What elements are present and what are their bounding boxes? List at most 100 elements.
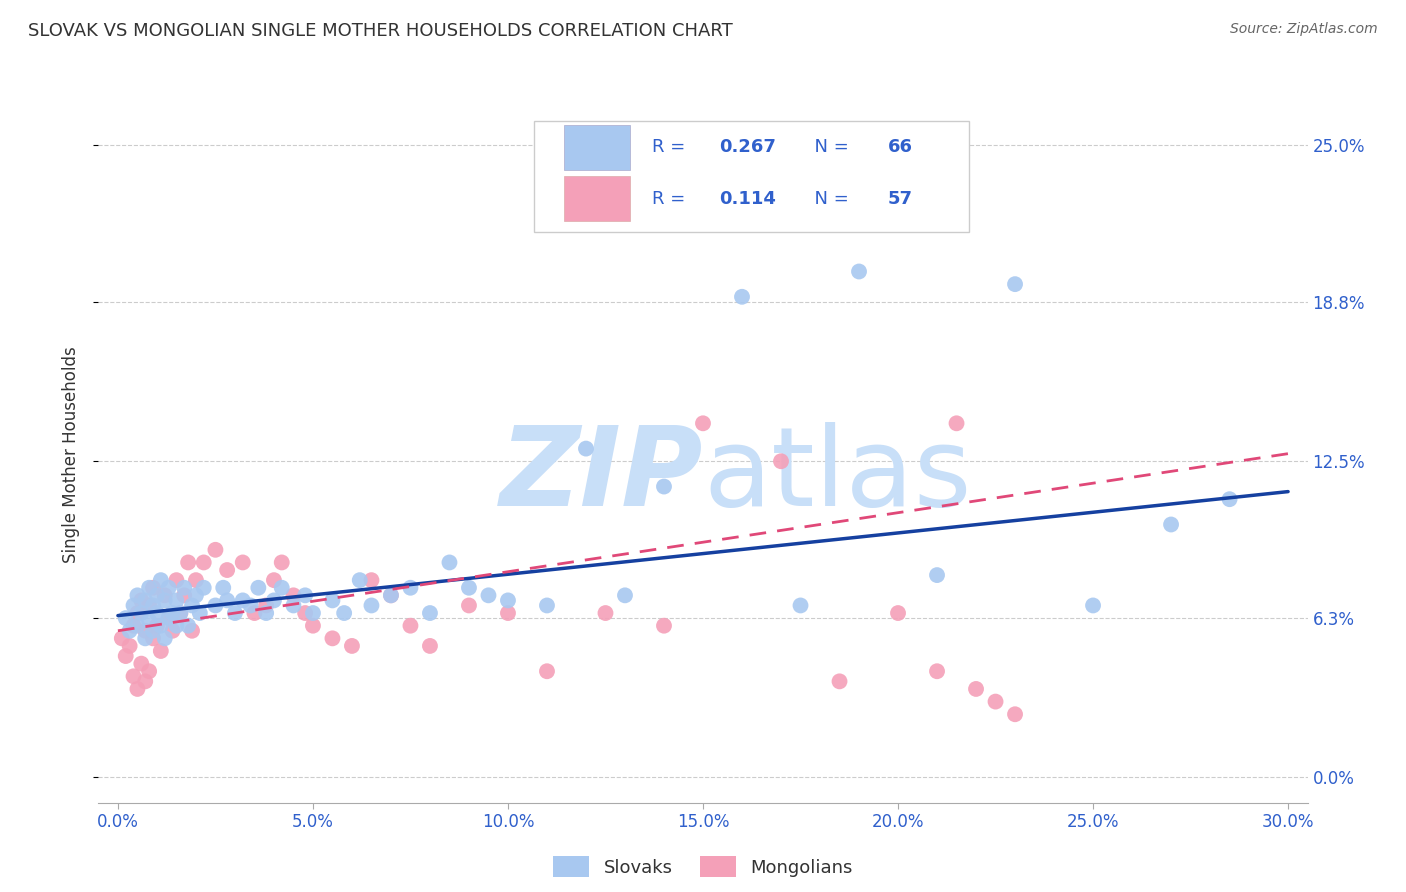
Point bbox=[134, 674, 156, 689]
Point bbox=[134, 632, 156, 646]
Point bbox=[212, 581, 235, 595]
Point bbox=[1004, 277, 1026, 292]
Point bbox=[131, 593, 153, 607]
Point bbox=[731, 290, 754, 304]
Point bbox=[127, 606, 149, 620]
FancyBboxPatch shape bbox=[534, 121, 969, 232]
Point bbox=[340, 639, 363, 653]
Point bbox=[138, 614, 160, 628]
Point bbox=[270, 556, 292, 570]
Point bbox=[173, 588, 195, 602]
Point bbox=[769, 454, 792, 468]
Point bbox=[828, 674, 851, 689]
Point bbox=[789, 599, 811, 613]
Point bbox=[169, 606, 191, 620]
Point bbox=[399, 618, 422, 632]
Point bbox=[131, 606, 153, 620]
Point bbox=[149, 644, 172, 658]
Text: N =: N = bbox=[803, 138, 855, 156]
Text: R =: R = bbox=[652, 189, 692, 208]
Text: 57: 57 bbox=[889, 189, 912, 208]
Point bbox=[173, 581, 195, 595]
Point bbox=[149, 573, 172, 587]
Point bbox=[162, 606, 184, 620]
FancyBboxPatch shape bbox=[564, 176, 630, 221]
Point bbox=[177, 618, 200, 632]
Point bbox=[169, 606, 191, 620]
Point bbox=[118, 624, 141, 638]
Point bbox=[1004, 707, 1026, 722]
Point bbox=[111, 632, 134, 646]
Point bbox=[302, 606, 325, 620]
Point bbox=[157, 611, 180, 625]
Point bbox=[283, 588, 305, 602]
Point bbox=[652, 618, 675, 632]
Point bbox=[184, 573, 207, 587]
Point bbox=[157, 581, 180, 595]
Point bbox=[181, 624, 204, 638]
Point bbox=[1160, 517, 1182, 532]
Text: R =: R = bbox=[652, 138, 692, 156]
Point bbox=[848, 264, 870, 278]
Point bbox=[263, 593, 285, 607]
Point bbox=[127, 681, 149, 696]
Point bbox=[153, 632, 176, 646]
Point bbox=[149, 618, 172, 632]
Point bbox=[138, 665, 160, 679]
Point bbox=[142, 581, 165, 595]
Point bbox=[142, 624, 165, 638]
Point bbox=[138, 581, 160, 595]
Point bbox=[122, 599, 145, 613]
Text: ZIP: ZIP bbox=[499, 422, 703, 529]
Point bbox=[134, 593, 156, 607]
Point bbox=[333, 606, 356, 620]
Point bbox=[146, 606, 169, 620]
Point bbox=[575, 442, 598, 456]
Point bbox=[232, 593, 254, 607]
Point bbox=[536, 665, 558, 679]
Point bbox=[153, 593, 176, 607]
Point bbox=[925, 665, 948, 679]
Text: 0.267: 0.267 bbox=[718, 138, 776, 156]
Point bbox=[458, 581, 481, 595]
Legend: Slovaks, Mongolians: Slovaks, Mongolians bbox=[546, 849, 860, 884]
Point bbox=[232, 556, 254, 570]
Point bbox=[165, 573, 187, 587]
Point bbox=[224, 606, 246, 620]
Point bbox=[477, 588, 499, 602]
Point bbox=[349, 573, 371, 587]
Point bbox=[146, 618, 169, 632]
Point bbox=[984, 695, 1007, 709]
Point bbox=[118, 639, 141, 653]
Point bbox=[595, 606, 617, 620]
Point bbox=[134, 624, 156, 638]
Point bbox=[887, 606, 910, 620]
Point bbox=[360, 573, 382, 587]
Point bbox=[263, 573, 285, 587]
Point bbox=[399, 581, 422, 595]
Point bbox=[193, 581, 215, 595]
Text: Source: ZipAtlas.com: Source: ZipAtlas.com bbox=[1230, 22, 1378, 37]
Point bbox=[270, 581, 292, 595]
Point bbox=[458, 599, 481, 613]
Point bbox=[131, 657, 153, 671]
Point bbox=[217, 593, 239, 607]
Point bbox=[243, 606, 266, 620]
Point bbox=[380, 588, 402, 602]
Point bbox=[360, 599, 382, 613]
Point bbox=[114, 648, 136, 663]
Point bbox=[188, 606, 211, 620]
Point bbox=[254, 606, 277, 620]
Point bbox=[614, 588, 637, 602]
Point bbox=[536, 599, 558, 613]
Point bbox=[181, 599, 204, 613]
Point bbox=[294, 588, 316, 602]
Point bbox=[1219, 492, 1241, 507]
Point bbox=[165, 593, 187, 607]
FancyBboxPatch shape bbox=[564, 125, 630, 170]
Point bbox=[217, 563, 239, 577]
Point bbox=[138, 599, 160, 613]
Point bbox=[122, 618, 145, 632]
Point bbox=[419, 606, 441, 620]
Point bbox=[114, 611, 136, 625]
